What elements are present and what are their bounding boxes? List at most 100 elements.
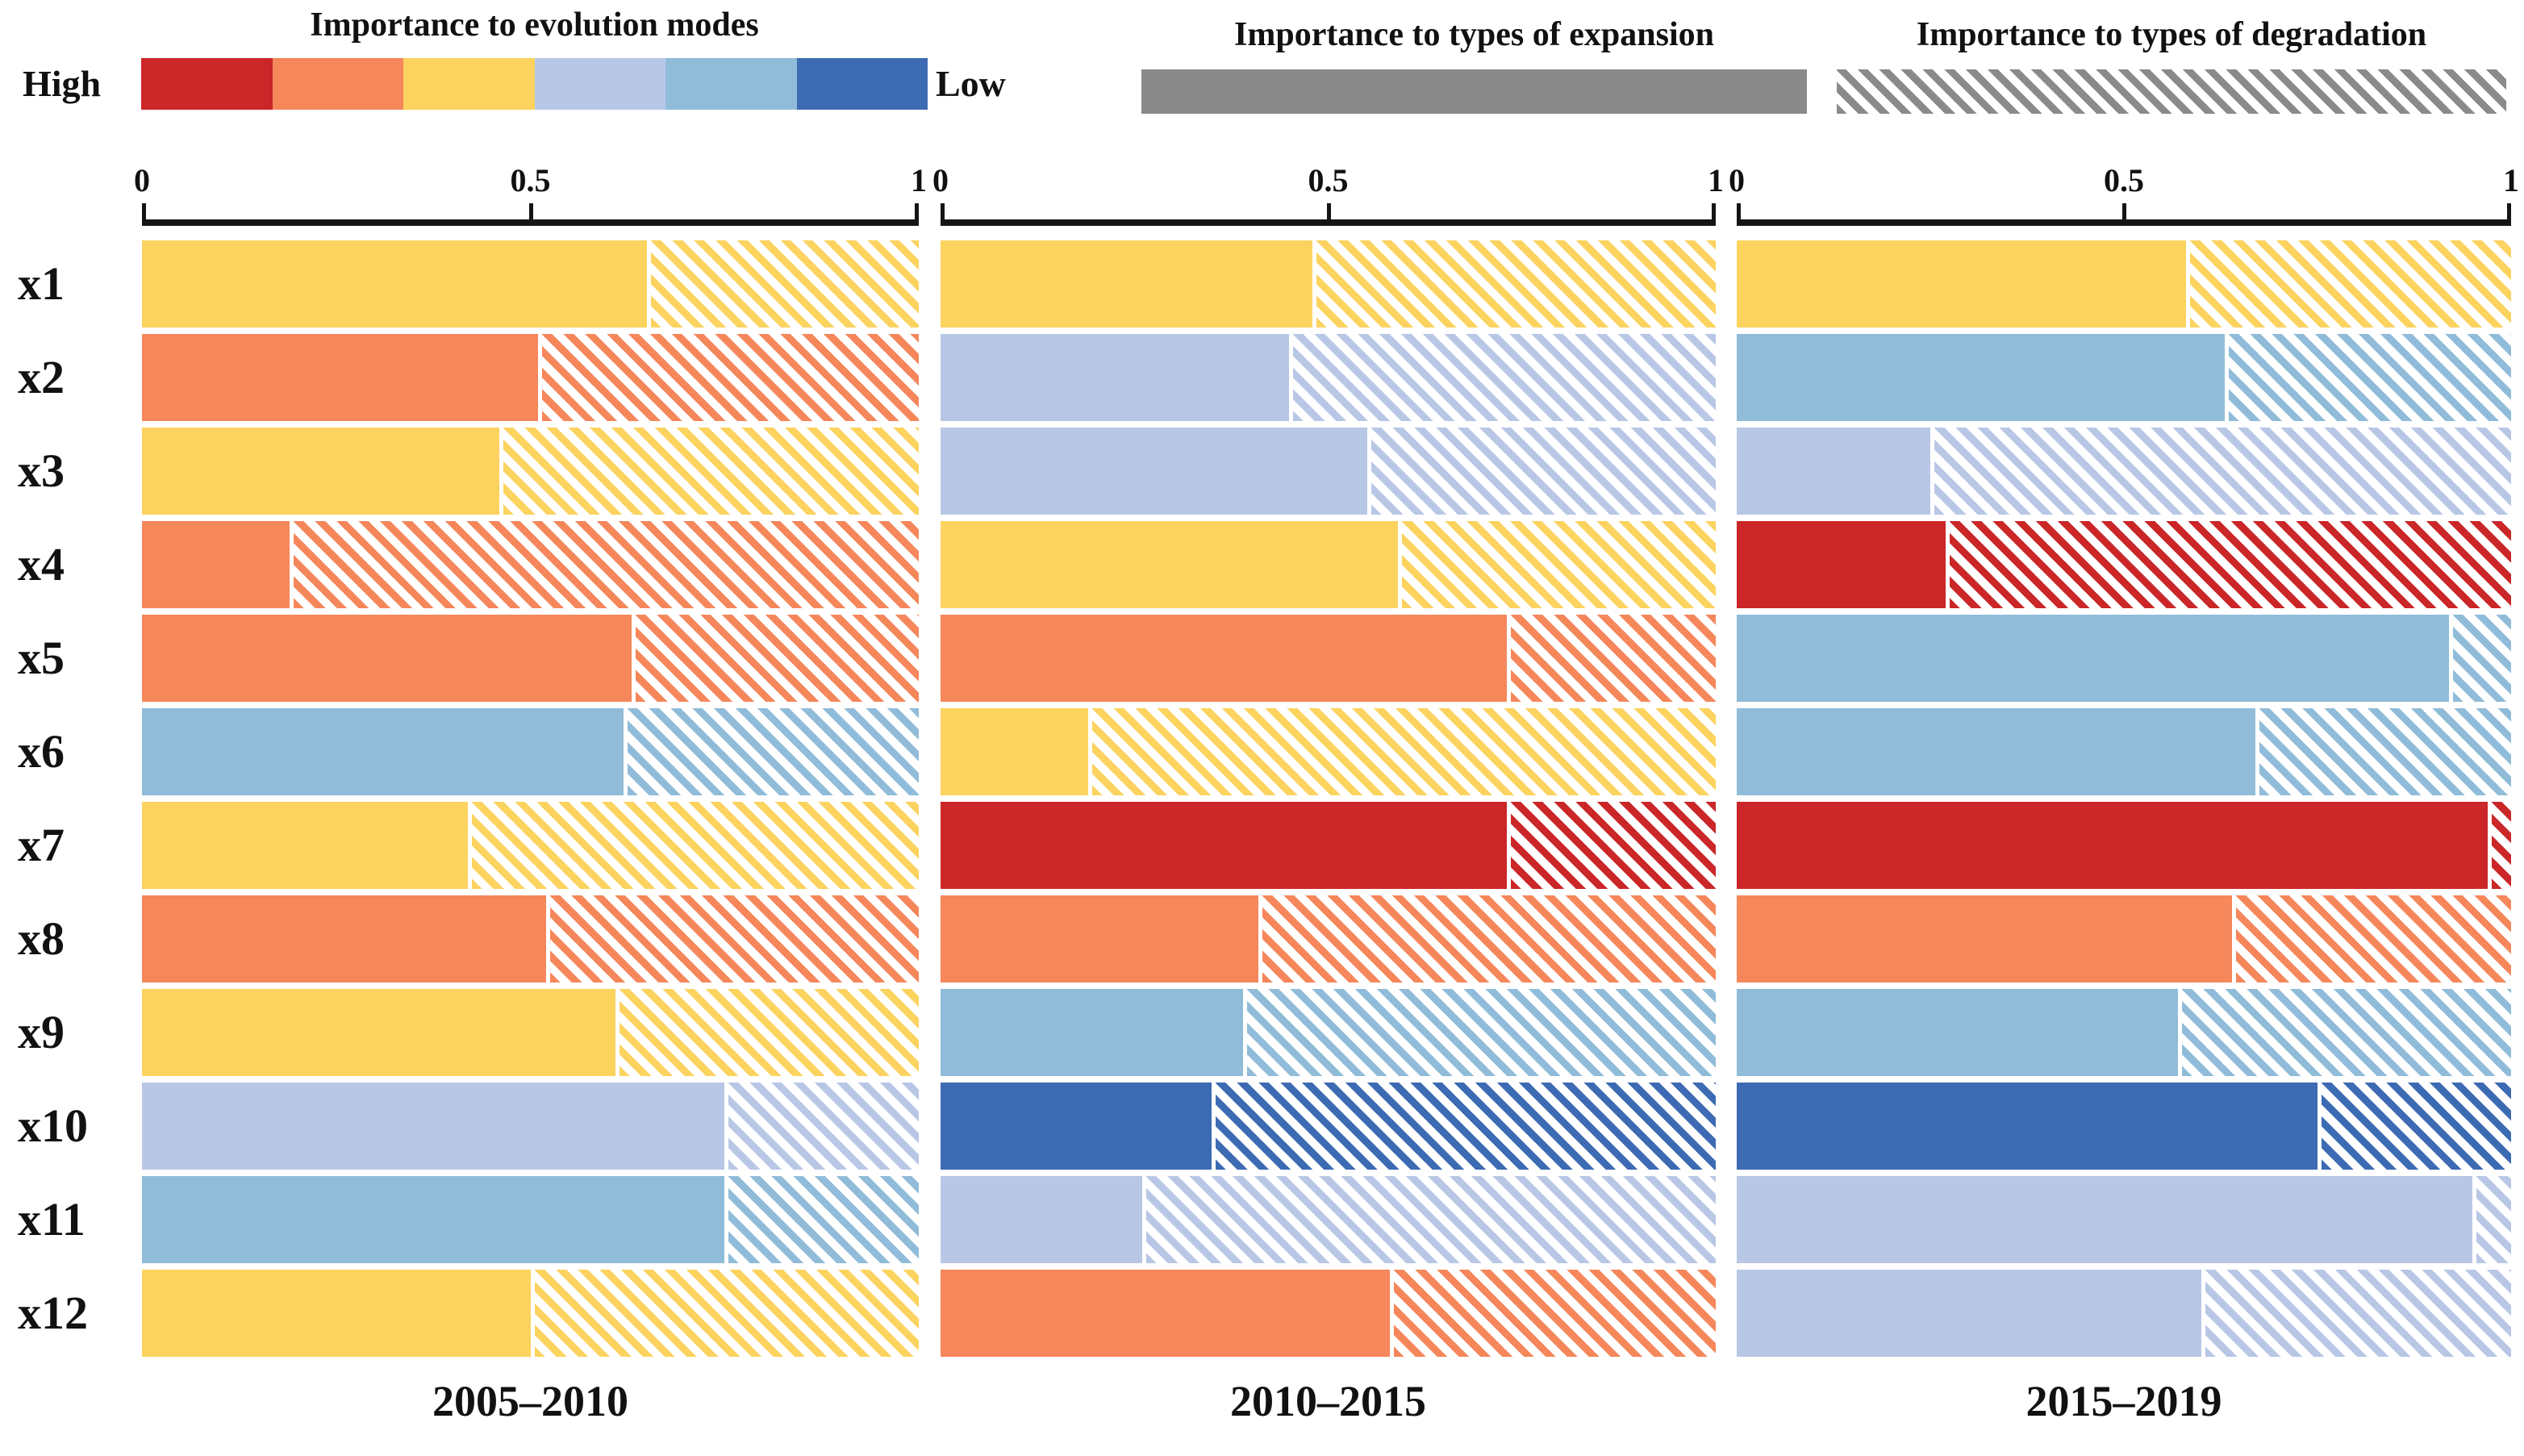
degradation-segment-x1 [646, 240, 919, 327]
legend-swatch-lavender [534, 58, 665, 110]
bar-row-x8 [1737, 895, 2511, 982]
expansion-segment-x7 [1737, 802, 2489, 889]
degradation-segment-x3 [1366, 428, 1716, 515]
expansion-segment-x7 [941, 802, 1507, 889]
expansion-segment-x2 [941, 334, 1290, 421]
axis-tick [1326, 203, 1331, 221]
bar-row-x8 [941, 895, 1716, 982]
expansion-segment-x2 [1737, 334, 2225, 421]
expansion-segment-x9 [1737, 989, 2179, 1076]
bar-row-x12 [142, 1270, 919, 1357]
expansion-segment-x12 [1737, 1270, 2201, 1357]
axis-tick-label-05: 0.5 [1308, 162, 1349, 198]
axis-line [941, 219, 1716, 226]
panel-rows [1737, 240, 2511, 1363]
legend-swatch-red [141, 58, 273, 110]
row-labels: x1 x2 x3 x4 x5 x6 x7 x8 x9 x10 x11 x12 [18, 240, 139, 1363]
degradation-segment-x7 [2488, 802, 2511, 889]
legend-swatch-orange [272, 58, 403, 110]
degradation-legend-title: Importance to types of degradation [1916, 16, 2427, 53]
bar-row-x11 [941, 1176, 1716, 1263]
bar-row-x1 [1737, 240, 2511, 327]
legend-swatch-lightblue [665, 58, 797, 110]
degradation-segment-x8 [545, 895, 919, 982]
expansion-segment-x10 [142, 1083, 725, 1170]
degradation-segment-x5 [1506, 615, 1716, 702]
expansion-segment-x1 [941, 240, 1313, 327]
row-label-x11: x11 [18, 1193, 86, 1245]
bar-row-x3 [941, 428, 1716, 515]
bar-row-x12 [1737, 1270, 2511, 1357]
bar-row-x3 [1737, 428, 2511, 515]
degradation-segment-x2 [1289, 334, 1716, 421]
bar-row-x11 [1737, 1176, 2511, 1263]
evolution-colorbar [141, 58, 928, 110]
degradation-segment-x1 [2185, 240, 2511, 327]
expansion-segment-x2 [142, 334, 539, 421]
panel-rows [142, 240, 919, 1363]
degradation-segment-x6 [2255, 708, 2511, 795]
axis-tick [1712, 203, 1716, 221]
legend-swatch-blue [796, 58, 928, 110]
row-label-x3: x3 [18, 444, 65, 497]
bar-row-x2 [1737, 334, 2511, 421]
axis-tick-label-1: 1 [911, 162, 927, 198]
bar-row-x4 [941, 521, 1716, 608]
panel-2005-2010: 0 0.5 1 2005–2010 [134, 0, 927, 1456]
degradation-segment-x12 [2201, 1270, 2511, 1357]
expansion-segment-x7 [142, 802, 469, 889]
period-label-2010-2015: 2010–2015 [1230, 1377, 1426, 1425]
legend-swatch-yellow [403, 58, 535, 110]
axis-line [1737, 219, 2511, 226]
bar-row-x5 [941, 615, 1716, 702]
expansion-segment-x12 [142, 1270, 531, 1357]
panel-rows [941, 240, 1716, 1363]
degradation-segment-x1 [1312, 240, 1716, 327]
degradation-segment-x9 [615, 989, 919, 1076]
row-label-x10: x10 [18, 1099, 88, 1152]
bar-row-x7 [941, 802, 1716, 889]
degradation-segment-x6 [624, 708, 919, 795]
expansion-segment-x11 [941, 1176, 1142, 1263]
degradation-legend-bar [1837, 69, 2506, 114]
row-label-x2: x2 [18, 351, 65, 403]
bar-row-x12 [941, 1270, 1716, 1357]
expansion-segment-x9 [941, 989, 1243, 1076]
degradation-segment-x4 [1397, 521, 1716, 608]
bar-row-x10 [941, 1083, 1716, 1170]
degradation-segment-x8 [1258, 895, 1716, 982]
axis-tick [915, 203, 919, 221]
degradation-segment-x2 [538, 334, 919, 421]
bar-row-x9 [941, 989, 1716, 1076]
degradation-segment-x4 [1946, 521, 2511, 608]
expansion-segment-x12 [941, 1270, 1391, 1357]
bar-row-x7 [142, 802, 919, 889]
degradation-segment-x12 [1390, 1270, 1716, 1357]
bar-row-x9 [142, 989, 919, 1076]
bar-row-x5 [142, 615, 919, 702]
expansion-segment-x11 [142, 1176, 725, 1263]
bar-row-x9 [1737, 989, 2511, 1076]
expansion-segment-x9 [142, 989, 616, 1076]
expansion-segment-x11 [1737, 1176, 2472, 1263]
expansion-segment-x5 [941, 615, 1507, 702]
expansion-legend-bar [1141, 69, 1807, 114]
bar-row-x3 [142, 428, 919, 515]
degradation-segment-x11 [724, 1176, 919, 1263]
degradation-segment-x7 [468, 802, 919, 889]
expansion-segment-x5 [142, 615, 632, 702]
expansion-segment-x8 [941, 895, 1258, 982]
expansion-segment-x8 [1737, 895, 2233, 982]
degradation-segment-x5 [631, 615, 919, 702]
expansion-segment-x3 [941, 428, 1367, 515]
axis-tick [1737, 203, 1741, 221]
bar-row-x10 [1737, 1083, 2511, 1170]
expansion-segment-x1 [142, 240, 647, 327]
bar-row-x2 [941, 334, 1716, 421]
expansion-legend-title: Importance to types of expansion [1234, 16, 1714, 53]
row-label-x1: x1 [18, 257, 65, 310]
axis-tick-label-1: 1 [2503, 162, 2519, 198]
expansion-segment-x5 [1737, 615, 2450, 702]
degradation-segment-x3 [499, 428, 919, 515]
degradation-segment-x10 [724, 1083, 919, 1170]
